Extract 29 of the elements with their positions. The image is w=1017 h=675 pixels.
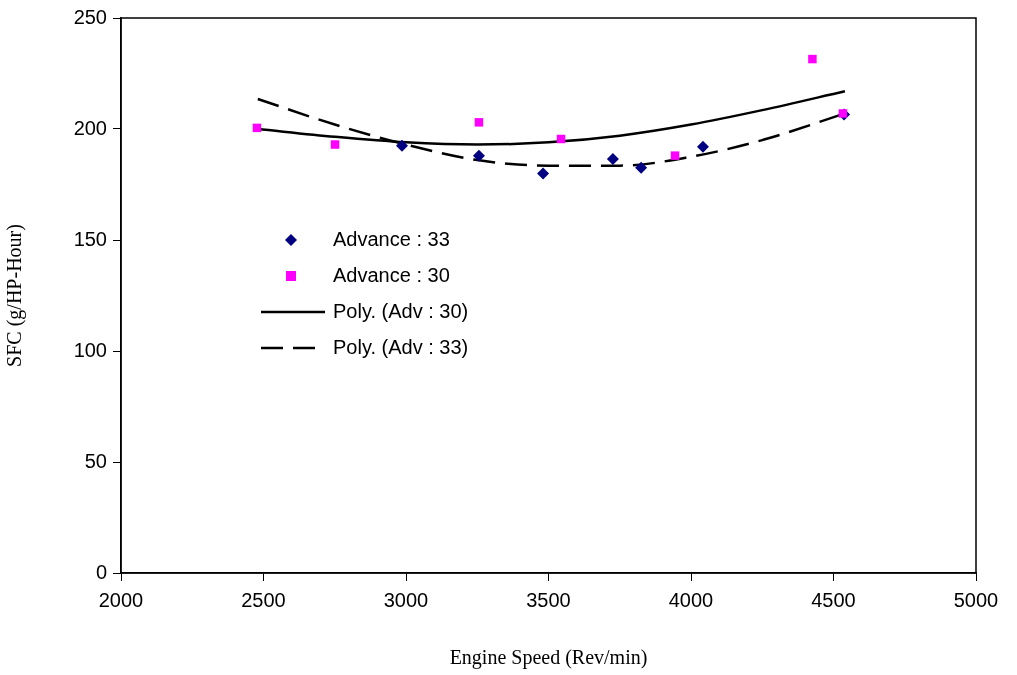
point bbox=[537, 167, 550, 180]
legend-label: Poly. (Adv : 30) bbox=[333, 299, 469, 322]
point bbox=[330, 140, 340, 149]
x-tick-label: 4000 bbox=[668, 588, 714, 611]
x-tick-label: 5000 bbox=[953, 588, 999, 611]
y-tick-label: 200 bbox=[73, 116, 107, 139]
point bbox=[474, 118, 484, 127]
x-tick-label: 2500 bbox=[241, 588, 286, 611]
point bbox=[396, 139, 409, 152]
point bbox=[635, 161, 648, 174]
point bbox=[808, 54, 817, 64]
legend-label: Advance : 33 bbox=[333, 227, 450, 250]
y-axis-title: SFC (g/HP-Hour) bbox=[3, 224, 27, 367]
x-tick-label: 2000 bbox=[98, 588, 144, 611]
y-tick-label: 100 bbox=[73, 338, 107, 361]
x-tick-label: 4500 bbox=[811, 588, 856, 611]
y-tick-label: 50 bbox=[84, 449, 107, 472]
x-axis-title: Engine Speed (Rev/min) bbox=[449, 646, 648, 670]
y-tick-label: 250 bbox=[73, 5, 107, 28]
legend-label: Poly. (Adv : 33) bbox=[333, 335, 469, 358]
point bbox=[472, 149, 485, 162]
legend-label: Advance : 30 bbox=[333, 263, 450, 286]
y-tick-label: 150 bbox=[73, 227, 107, 250]
point bbox=[696, 140, 709, 153]
x-tick-label: 3000 bbox=[383, 588, 429, 611]
point bbox=[670, 151, 680, 160]
y-tick-label: 0 bbox=[95, 560, 107, 583]
x-tick-label: 3500 bbox=[526, 588, 571, 611]
point bbox=[606, 152, 619, 165]
